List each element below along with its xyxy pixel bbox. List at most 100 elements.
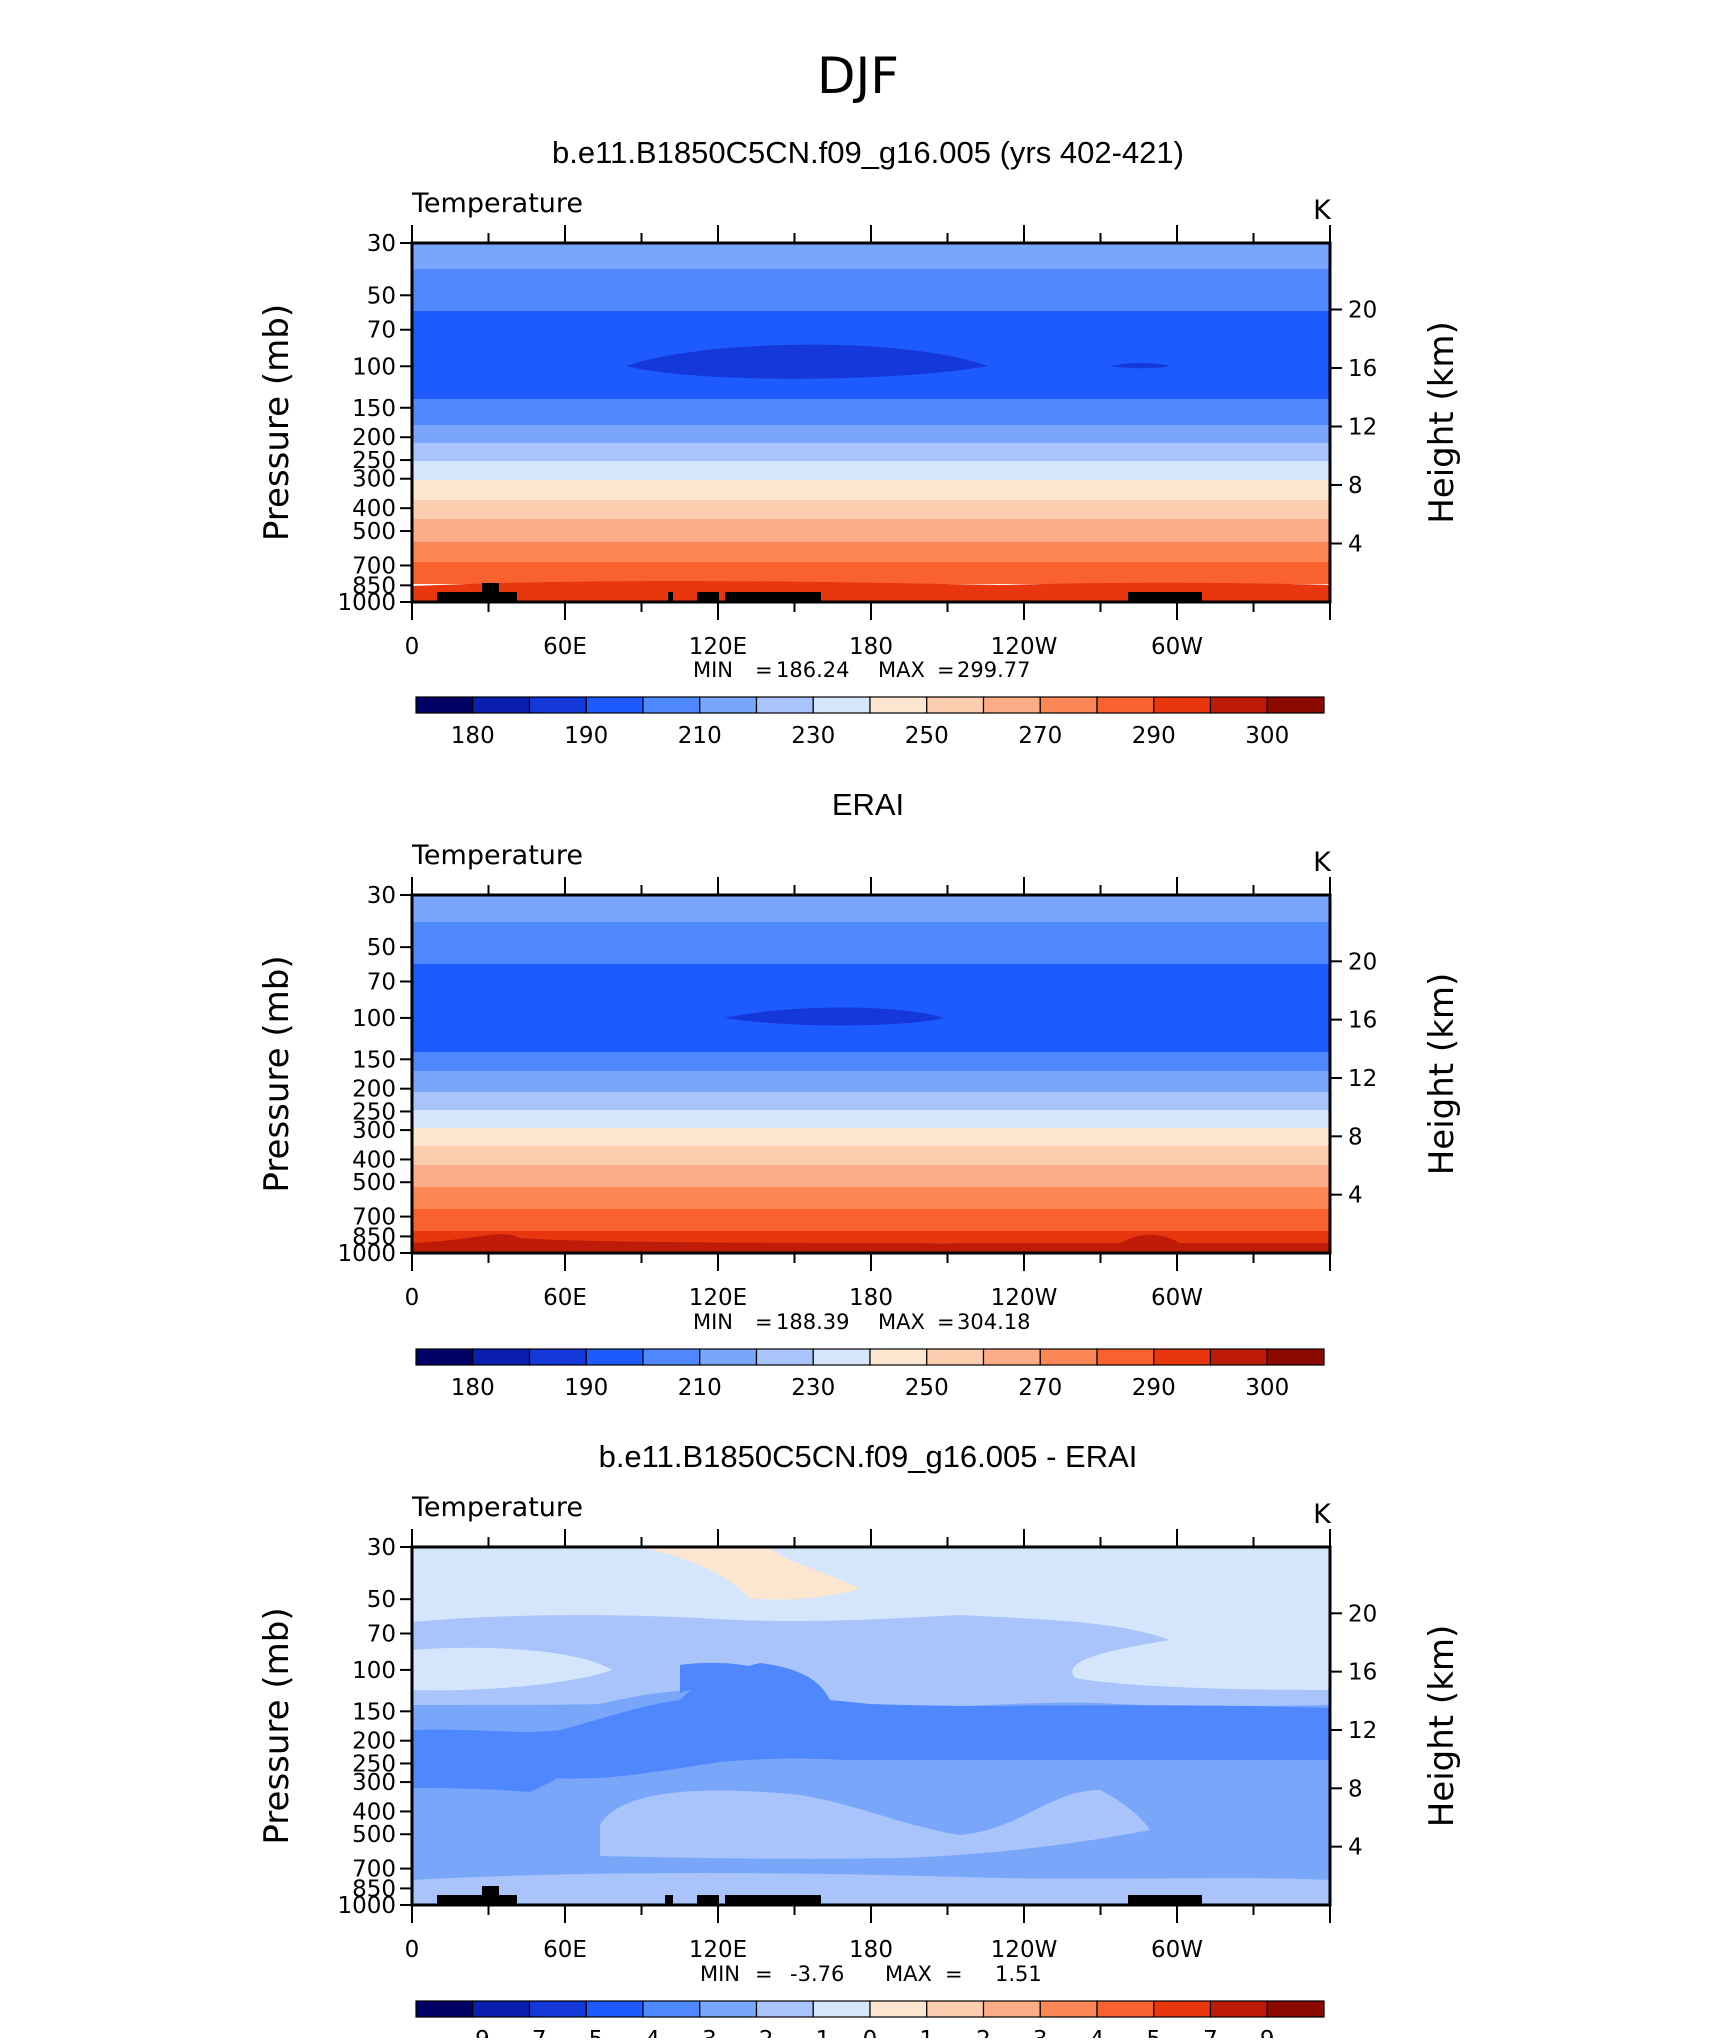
colorbar-label: 250	[905, 723, 949, 749]
height-tick-label: 12	[1348, 1718, 1377, 1744]
height-tick-label: 12	[1348, 1066, 1377, 1092]
y-tick-label: 700	[352, 1857, 396, 1883]
height-tick-label: 20	[1348, 1601, 1377, 1627]
colorbar-label: −4	[626, 2027, 660, 2038]
x-tick-label: 180	[849, 634, 893, 660]
colorbar-label: 190	[564, 1375, 608, 1401]
y-tick-label: 700	[352, 1205, 396, 1231]
contour-band	[412, 895, 1330, 923]
x-tick-label: 0	[405, 1937, 420, 1963]
colorbar-label: 180	[451, 723, 495, 749]
contour-band	[412, 1231, 1330, 1243]
colorbar-label: 300	[1245, 1375, 1289, 1401]
y-tick-label: 50	[367, 935, 396, 961]
y-tick-label: 100	[352, 1006, 396, 1032]
height-tick-label: 4	[1348, 531, 1363, 557]
surface-mask	[665, 1895, 673, 1905]
min-label: MIN	[700, 1962, 740, 1986]
contour-cold-core	[626, 344, 988, 379]
y-tick-label: 200	[352, 1077, 396, 1103]
colorbar-swatch	[585, 2000, 644, 2018]
contour-band	[412, 519, 1330, 543]
colorbar-swatch	[869, 2000, 928, 2018]
panel-title: b.e11.B1850C5CN.f09_g16.005 - ERAI	[599, 1439, 1138, 1474]
colorbar-label: 4	[1090, 2027, 1105, 2038]
y-tick-label: 30	[367, 231, 396, 257]
contour-band	[412, 425, 1330, 444]
y2-axis-title: Height (km)	[1422, 321, 1462, 524]
min-label: MIN	[693, 1310, 733, 1334]
units-label: K	[1313, 195, 1332, 226]
y-tick-label: 150	[352, 396, 396, 422]
y-tick-label: 30	[367, 883, 396, 909]
equals-sign: =	[755, 1310, 773, 1334]
max-label: MAX	[878, 658, 925, 682]
y-tick-label: 50	[367, 283, 396, 309]
contour-band	[412, 1052, 1330, 1072]
colorbar-label: 9	[1260, 2027, 1275, 2038]
x-tick-label: 180	[849, 1937, 893, 1963]
colorbar-swatch	[472, 1348, 531, 1366]
colorbar-label: 0	[863, 2027, 878, 2038]
contour-band	[412, 1092, 1330, 1111]
x-tick-label: 120W	[991, 1285, 1058, 1311]
colorbar-label: 7	[1203, 2027, 1218, 2038]
contour-band	[412, 580, 1330, 602]
colorbar-swatch	[869, 1348, 928, 1366]
colorbar-swatch	[1209, 2000, 1268, 2018]
y-tick-label: 400	[352, 496, 396, 522]
colorbar-swatch	[1266, 1348, 1325, 1366]
colorbar: −9 −7 −5 −4 −3 −2 −1 0 1 2 3 4 5 7 9	[415, 2000, 1325, 2043]
contour-band	[412, 1873, 1330, 1905]
contour-field	[412, 243, 1330, 602]
colorbar-swatch	[755, 2000, 814, 2018]
colorbar-swatch	[472, 2000, 531, 2018]
colorbar-label: −9	[456, 2027, 490, 2038]
min-value: 186.24	[776, 658, 849, 682]
panel-title: b.e11.B1850C5CN.f09_g16.005 (yrs 402-421…	[552, 135, 1184, 170]
surface-mask	[482, 1886, 499, 1896]
max-value: 1.51	[995, 1962, 1042, 1986]
contour-band	[412, 480, 1330, 501]
contour-band	[412, 1146, 1330, 1166]
y-tick-label: 70	[367, 318, 396, 344]
colorbar-label: 290	[1132, 1375, 1176, 1401]
surface-mask	[482, 583, 499, 593]
colorbar-swatch	[1096, 2000, 1155, 2018]
colorbar-swatch	[755, 696, 814, 714]
y-tick-label: 1000	[337, 590, 396, 616]
height-tick-label: 8	[1348, 473, 1363, 499]
min-value: -3.76	[790, 1962, 844, 1986]
panel-model: b.e11.B1850C5CN.f09_g16.005 (yrs 402-421…	[257, 135, 1462, 749]
colorbar-swatch	[1153, 2000, 1212, 2018]
max-value: 304.18	[957, 1310, 1030, 1334]
y-tick-label: 150	[352, 1699, 396, 1725]
colorbar-swatch	[926, 2000, 985, 2018]
x-tick-label: 120E	[689, 1937, 747, 1963]
max-label: MAX	[885, 1962, 932, 1986]
colorbar-swatch	[1039, 2000, 1098, 2018]
y-tick-label: 100	[352, 354, 396, 380]
colorbar-swatch	[1096, 1348, 1155, 1366]
colorbar-swatch	[642, 2000, 701, 2018]
x-tick-label: 120E	[689, 1285, 747, 1311]
contour-band	[412, 1187, 1330, 1210]
colorbar-label: −5	[569, 2027, 603, 2038]
colorbar-label: 210	[678, 723, 722, 749]
colorbar-swatch	[699, 1348, 758, 1366]
surface-mask	[437, 592, 517, 602]
contour-band	[412, 243, 1330, 270]
contour-band	[412, 461, 1330, 481]
contour-band	[412, 1234, 1330, 1253]
colorbar-swatch	[642, 696, 701, 714]
colorbar-label: 2	[976, 2027, 991, 2038]
height-tick-label: 20	[1348, 297, 1377, 323]
y-tick-label: 400	[352, 1799, 396, 1825]
units-label: K	[1313, 847, 1332, 878]
colorbar-swatch	[528, 2000, 587, 2018]
x-tick-label: 180	[849, 1285, 893, 1311]
height-tick-label: 16	[1348, 1008, 1377, 1034]
